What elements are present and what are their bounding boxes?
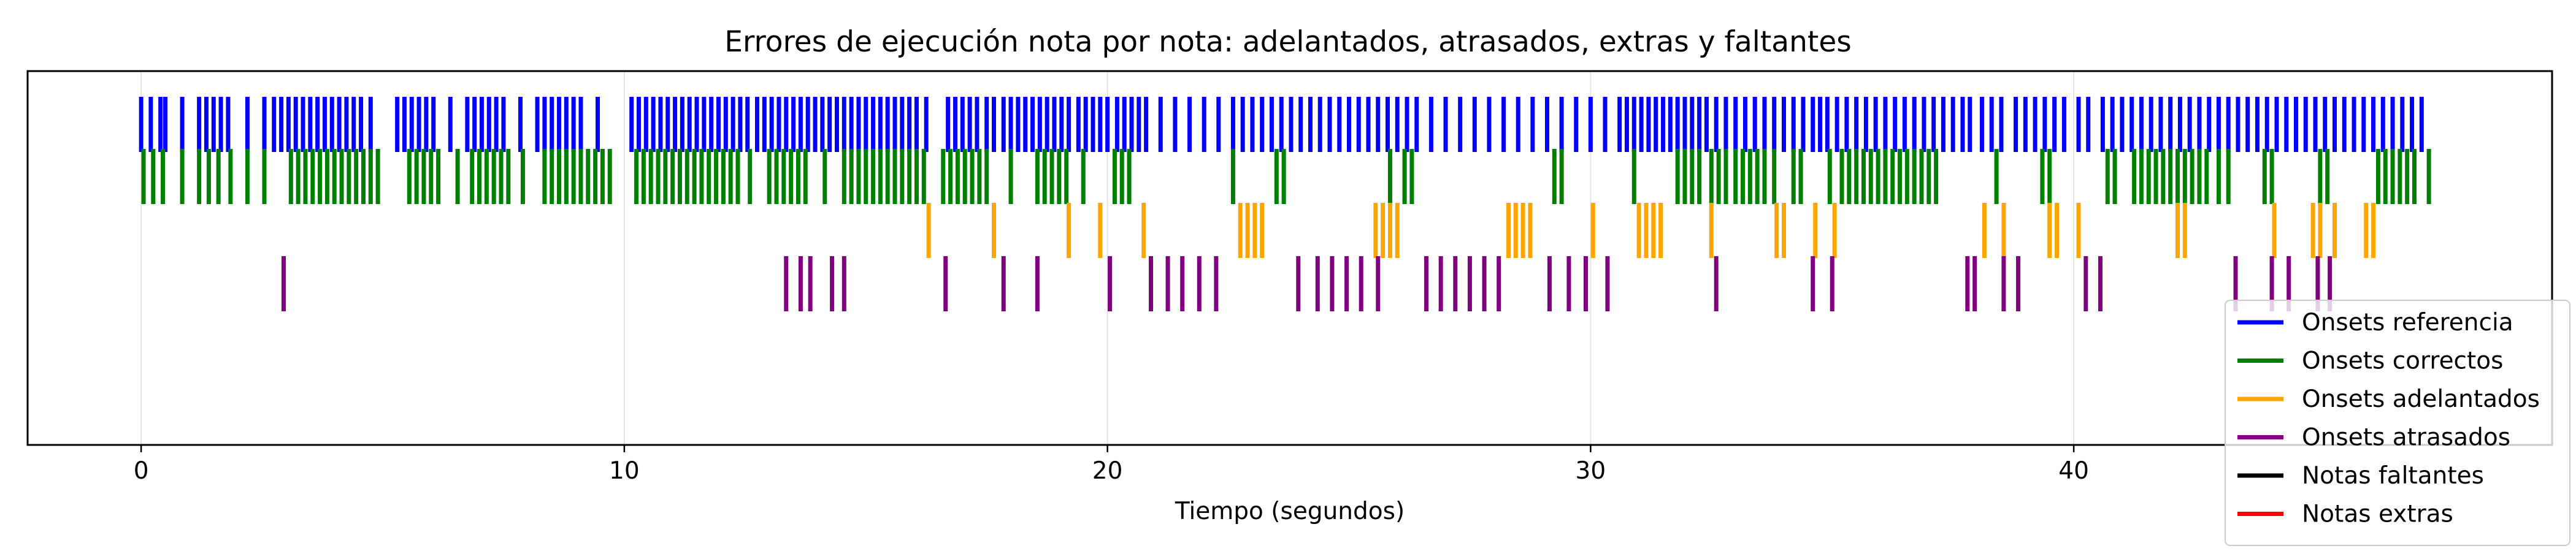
legend-label: Onsets adelantados <box>2302 385 2540 413</box>
x-tick-label: 0 <box>134 457 149 485</box>
series-3-events <box>926 203 2376 258</box>
x-tick-label: 40 <box>2058 457 2089 485</box>
x-tick-label: 20 <box>1092 457 1123 485</box>
x-tick-label: 10 <box>609 457 640 485</box>
chart-title: Errores de ejecución nota por nota: adel… <box>724 25 1851 59</box>
marks-layer <box>139 97 2431 311</box>
legend-label: Notas faltantes <box>2302 462 2484 490</box>
series-2-events <box>141 149 2431 204</box>
legend-label: Notas extras <box>2302 501 2453 528</box>
legend-label: Onsets referencia <box>2302 309 2513 336</box>
ticks-layer: 0 10 20 30 40 <box>134 445 2089 485</box>
series-1-events <box>139 97 2424 152</box>
x-tick-label: 30 <box>1576 457 1606 485</box>
legend-label: Onsets correctos <box>2302 347 2503 375</box>
legend-box <box>2225 300 2570 546</box>
legend: Onsets referencia Onsets correctos Onsets … <box>2225 300 2570 546</box>
plot-frame <box>26 70 2553 446</box>
legend-label: Onsets atrasados <box>2302 424 2510 452</box>
x-axis-label: Tiempo (segundos) <box>1175 498 1405 525</box>
